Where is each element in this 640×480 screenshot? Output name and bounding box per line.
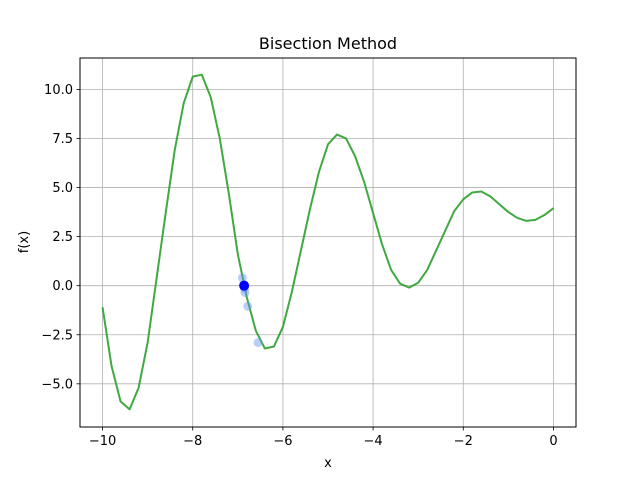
x-tick-label: −6: [273, 434, 292, 449]
y-tick-label: −2.5: [41, 328, 73, 343]
y-axis-ticks: −5.0 −2.5 0.0 2.5 5.0 7.5 10.0: [41, 83, 80, 392]
x-tick-label: −8: [183, 434, 202, 449]
iterate-points: [237, 273, 263, 348]
root-point: [239, 280, 250, 291]
y-axis-label: f(x): [17, 231, 32, 253]
iterate-point: [243, 301, 253, 311]
y-tick-label: −5.0: [41, 377, 73, 392]
x-tick-label: −2: [454, 434, 473, 449]
iterate-point: [253, 338, 263, 348]
grid: [80, 58, 576, 427]
x-axis-ticks: −10 −8 −6 −4 −2 0: [89, 427, 558, 449]
iterate-point: [237, 273, 247, 283]
y-tick-label: 7.5: [52, 132, 73, 147]
series-layer: [101, 73, 555, 411]
y-tick-label: 2.5: [52, 230, 73, 245]
y-tick-label: 5.0: [52, 181, 73, 196]
x-axis-label: x: [324, 456, 332, 471]
y-tick-label: 10.0: [44, 83, 73, 98]
x-tick-label: 0: [549, 434, 557, 449]
x-tick-label: −4: [364, 434, 383, 449]
chart-title: Bisection Method: [259, 34, 397, 53]
function-curve: [101, 73, 555, 411]
x-tick-label: −10: [89, 434, 116, 449]
plot-frame: [79, 57, 577, 428]
y-tick-label: 0.0: [52, 279, 73, 294]
